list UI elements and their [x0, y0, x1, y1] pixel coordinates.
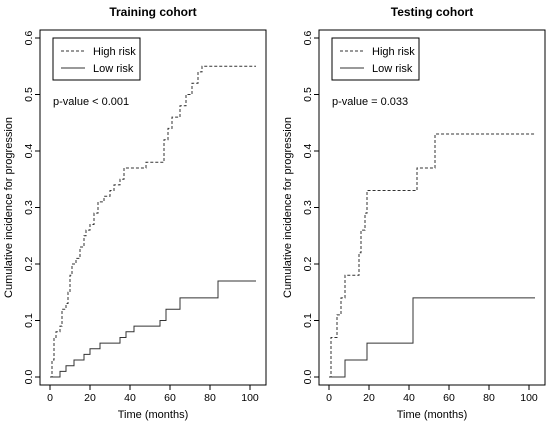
legend-box: [331, 37, 420, 81]
p-value-annotation: p-value = 0.033: [332, 96, 408, 108]
y-tick-label: 0.0: [23, 370, 35, 385]
y-tick-label: 0.3: [23, 200, 35, 215]
y-tick-label: 0.4: [302, 144, 314, 159]
x-tick-label: 80: [204, 392, 216, 404]
y-tick-label: 0.5: [23, 87, 35, 102]
legend-label: Low risk: [93, 63, 134, 75]
series-line-high-risk: [50, 65, 256, 378]
x-tick-label: 0: [326, 392, 332, 404]
y-tick-label: 0.6: [302, 31, 314, 46]
y-axis-label: Cumulative incidence for progression: [282, 117, 294, 298]
y-tick-label: 0.2: [23, 257, 35, 272]
legend: High risk Low risk: [52, 37, 141, 81]
plot-frame: [318, 29, 546, 386]
y-tick-label: 0.1: [302, 313, 314, 328]
chart-title: Testing cohort: [391, 5, 473, 19]
x-tick-label: 20: [84, 392, 96, 404]
x-tick-label: 20: [363, 392, 375, 404]
series-line-low-risk: [50, 280, 256, 378]
x-tick-label: 40: [124, 392, 136, 404]
y-tick-label: 0.2: [302, 257, 314, 272]
x-tick-label: 40: [403, 392, 415, 404]
series-line-high-risk: [329, 133, 535, 378]
legend-label: High risk: [93, 46, 136, 58]
y-tick-label: 0.3: [302, 200, 314, 215]
chart-panel-2: Testing cohort 0 20 40 60 80 100 0.0 0.1 0.2 0.3 0.…: [282, 5, 546, 421]
y-tick-label: 0.0: [302, 370, 314, 385]
x-tick-label: 60: [164, 392, 176, 404]
x-tick-label: 0: [47, 392, 53, 404]
x-axis-label: Time (months): [397, 409, 468, 421]
legend-label: High risk: [372, 46, 415, 58]
y-axis-label: Cumulative incidence for progression: [3, 117, 15, 298]
chart-panel-1: Training cohort 0 20 40 60 80 100 0.0 0.1 0.2 0.3 0…: [3, 5, 267, 421]
chart-title: Training cohort: [109, 5, 196, 19]
legend: High risk Low risk: [331, 37, 420, 81]
x-tick-label: 60: [443, 392, 455, 404]
y-tick-label: 0.5: [302, 87, 314, 102]
y-tick-label: 0.4: [23, 144, 35, 159]
x-tick-label: 100: [520, 392, 538, 404]
legend-label: Low risk: [372, 63, 413, 75]
x-tick-label: 80: [483, 392, 495, 404]
x-tick-label: 100: [241, 392, 259, 404]
series-line-low-risk: [329, 297, 535, 378]
plot-frame: [39, 29, 267, 386]
legend-box: [52, 37, 141, 81]
p-value-annotation: p-value < 0.001: [53, 96, 129, 108]
y-tick-label: 0.6: [23, 31, 35, 46]
x-axis-label: Time (months): [118, 409, 189, 421]
y-tick-label: 0.1: [23, 313, 35, 328]
